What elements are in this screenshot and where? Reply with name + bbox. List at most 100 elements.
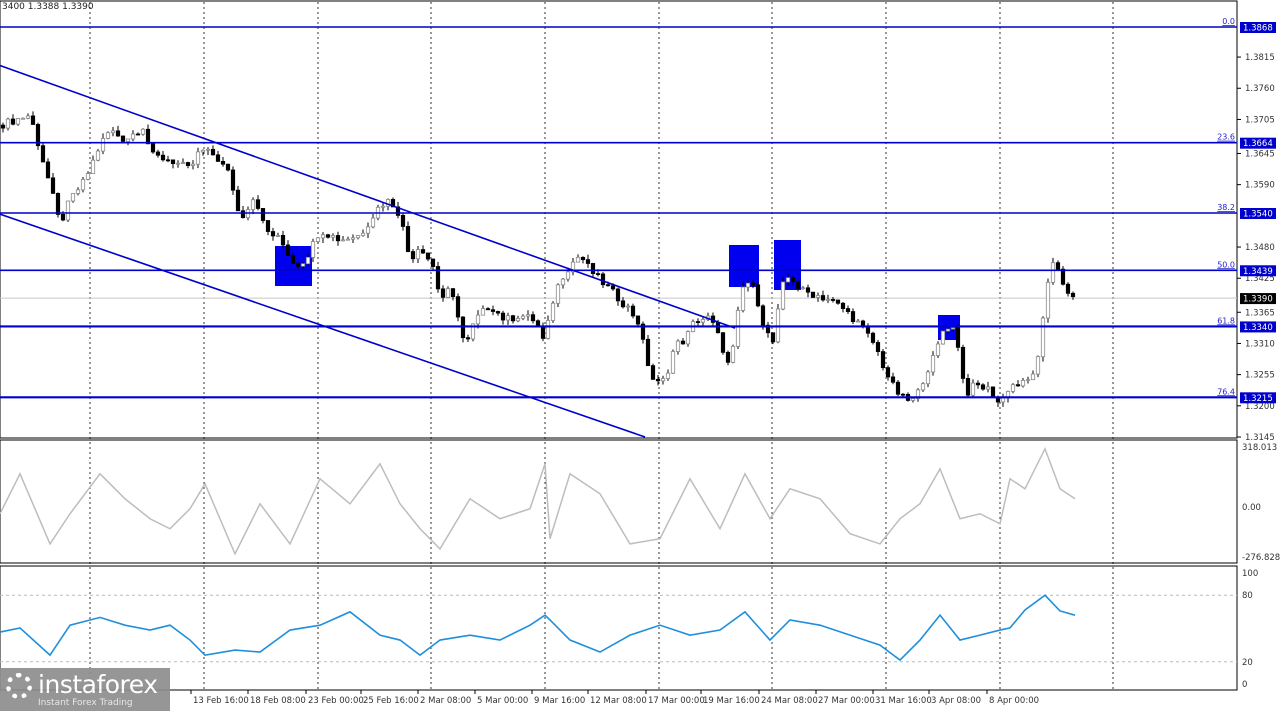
candle-bearish <box>885 367 891 378</box>
candle-bullish <box>25 115 31 119</box>
candle-bullish <box>5 118 11 129</box>
candle-bearish <box>590 263 596 274</box>
candle-bullish <box>370 217 376 228</box>
candle-bearish <box>980 384 986 390</box>
candle-bullish <box>800 287 806 290</box>
candle-bullish <box>550 302 556 321</box>
candle-bullish <box>1040 317 1046 358</box>
candle-bearish <box>270 231 276 237</box>
time-axis-label: 3 Apr 08:00 <box>931 696 981 706</box>
gear-logo-icon <box>6 673 32 699</box>
candle-bullish <box>700 319 706 323</box>
candle-bullish <box>315 237 321 242</box>
fib-price-label: 1.3215 <box>1243 394 1273 404</box>
candles <box>0 111 1076 408</box>
candle-bullish <box>785 277 791 283</box>
candle-bullish <box>930 355 936 373</box>
candle-bearish <box>640 323 646 340</box>
candle-bearish <box>1065 283 1071 294</box>
candle-bullish <box>685 331 691 345</box>
candle-bullish <box>1025 379 1031 382</box>
candle-bullish <box>195 151 201 165</box>
current-price-tag <box>1240 293 1276 305</box>
candle-bearish <box>40 145 46 163</box>
price-tick-label: 1.3590 <box>1245 181 1275 191</box>
candle-bullish <box>470 323 476 340</box>
candle-bullish <box>105 132 111 139</box>
candle-bullish <box>175 162 181 165</box>
candle-bearish <box>170 159 176 165</box>
candle-bearish <box>695 321 701 323</box>
candle-bearish <box>220 160 226 165</box>
candle-bullish <box>660 378 666 382</box>
candle-bearish <box>600 273 606 286</box>
candle-bearish <box>605 284 611 287</box>
candle-bullish <box>275 235 281 237</box>
candle-bearish <box>840 302 846 309</box>
candle-bullish <box>825 299 831 301</box>
candle-bullish <box>570 261 576 273</box>
fib-ratio-label: 23.6 <box>1217 133 1235 142</box>
candle-bearish <box>975 382 981 386</box>
logo-name: instaforex <box>38 670 158 699</box>
time-axis-label: 13 Feb 16:00 <box>193 696 249 706</box>
candle-bearish <box>135 133 141 136</box>
candle-bullish <box>1045 281 1051 319</box>
candle-bullish <box>20 117 26 120</box>
candle-bullish <box>915 389 921 399</box>
fib-ratio-label: 50.0 <box>1217 260 1235 269</box>
candle-bearish <box>235 189 241 212</box>
candle-bearish <box>655 378 661 382</box>
candle-bearish <box>645 338 651 367</box>
cci-panel <box>0 439 1238 564</box>
candle-bearish <box>765 324 771 334</box>
candle-bullish <box>300 263 306 267</box>
candle-bullish <box>75 189 81 194</box>
candle-bearish <box>540 326 546 339</box>
candle-bearish <box>635 315 641 325</box>
ohlc-readout: 3400 1.3388 1.3390 <box>2 2 94 12</box>
candle-bullish <box>340 239 346 242</box>
candle-bullish <box>305 256 311 265</box>
price-tick-label: 1.3365 <box>1245 308 1275 318</box>
candle-bearish <box>650 365 656 380</box>
candle-bearish <box>425 252 431 260</box>
time-axis-label: 2 Mar 08:00 <box>420 696 471 706</box>
fib-price-tag <box>1240 208 1276 220</box>
candle-bullish <box>740 286 746 311</box>
candle-bullish <box>180 162 186 164</box>
candle-bearish <box>60 214 66 221</box>
candle-bearish <box>485 308 491 311</box>
candle-bearish <box>295 262 301 267</box>
cci-axis-label: 318.013 <box>1242 443 1277 453</box>
candle-bullish <box>1010 384 1016 392</box>
candle-bearish <box>30 115 36 125</box>
candle-bearish <box>715 322 721 334</box>
candle-bearish <box>870 332 876 343</box>
candle-bearish <box>440 288 446 298</box>
candle-bullish <box>925 371 931 385</box>
candle-bearish <box>900 393 906 396</box>
time-axis-label: 18 Feb 08:00 <box>250 696 306 706</box>
candle-bullish <box>505 315 511 321</box>
candle-bearish <box>835 299 841 304</box>
candle-bullish <box>125 138 131 142</box>
candle-bearish <box>585 259 591 264</box>
candle-bullish <box>90 159 96 175</box>
candle-bearish <box>120 135 126 142</box>
candle-bearish <box>420 249 426 254</box>
rsi-line <box>0 594 1076 662</box>
candle-bearish <box>50 177 56 194</box>
candle-bearish <box>610 285 616 290</box>
candle-bullish <box>515 318 521 322</box>
candle-bearish <box>620 300 626 308</box>
candle-bearish <box>390 199 396 208</box>
candle-bullish <box>935 343 941 356</box>
candle-bullish <box>780 281 786 310</box>
candle-bullish <box>140 128 146 135</box>
candle-bearish <box>895 381 901 395</box>
candle-bullish <box>70 193 76 202</box>
candle-bullish <box>1030 373 1036 381</box>
time-axis-label: 31 Mar 16:00 <box>875 696 932 706</box>
